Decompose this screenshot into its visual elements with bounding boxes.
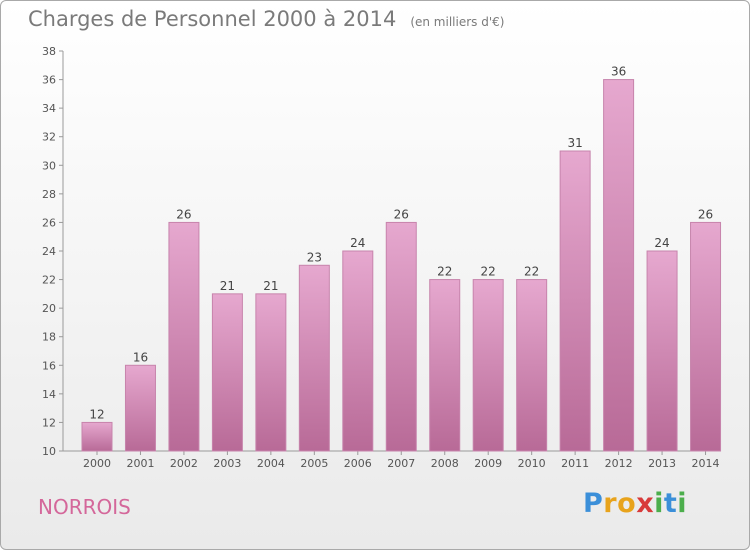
x-tick-label: 2004 [257,457,285,470]
logo-letter: t [663,488,678,519]
data-label: 31 [567,136,582,150]
data-label: 26 [394,207,409,221]
commune-name: NORROIS [38,495,131,519]
logo-letter: x [636,488,655,519]
y-tick-label: 20 [42,302,56,315]
y-tick-label: 34 [42,102,56,115]
data-label: 24 [654,236,669,250]
bar-2013 [646,250,678,452]
data-label: 22 [481,265,496,279]
x-tick-label: 2003 [213,457,241,470]
y-tick-label: 14 [42,388,56,401]
bar-2010 [516,279,548,452]
x-tick-label: 2001 [126,457,154,470]
y-tick-label: 28 [42,188,56,201]
bar-2001 [124,364,156,452]
chart-title: Charges de Personnel 2000 à 2014 (en mill… [28,7,504,31]
bar-2005 [298,264,330,452]
x-tick-label: 2000 [83,457,111,470]
x-tick-label: 2006 [344,457,372,470]
x-tick-label: 2014 [692,457,720,470]
proxiti-logo: Proxiti [583,488,687,519]
data-label: 23 [307,250,322,264]
data-label: 12 [89,407,104,421]
bar-2002 [168,221,200,452]
bar-2007 [385,221,417,452]
data-label: 36 [611,65,626,79]
logo-letter: P [583,488,604,519]
bar-2014 [690,221,722,452]
x-tick-label: 2012 [605,457,633,470]
y-tick-label: 22 [42,274,56,287]
y-tick-label: 10 [42,445,56,458]
bar-2004 [255,293,287,452]
bar-chart: 10 12 14 16 18 20 22 24 26 28 30 32 34 36 38 2000 2001 20… [42,45,722,470]
data-label: 21 [263,279,278,293]
data-label: 16 [133,350,148,364]
bar-2003 [211,293,243,452]
logo-letter: i [654,488,664,519]
bar-2012 [603,79,635,452]
x-tick-label: 2002 [170,457,198,470]
bar-2000 [81,421,113,452]
title-text: Charges de Personnel 2000 à 2014 [28,7,397,31]
y-tick-label: 36 [42,74,56,87]
bar-2006 [342,250,374,452]
logo-letter: r [603,488,618,519]
y-tick-label: 26 [42,216,56,229]
x-tick-label: 2013 [648,457,676,470]
logo-letter: i [677,488,688,519]
data-label: 26 [698,207,713,221]
data-label: 22 [437,265,452,279]
x-tick-label: 2005 [300,457,328,470]
bar-2009 [472,279,504,452]
chart-subtitle: (en milliers d'€) [410,15,505,29]
x-tick-label: 2009 [474,457,502,470]
bar-2011 [559,150,591,452]
logo-letter: o [617,488,637,519]
data-label: 22 [524,265,539,279]
data-label: 24 [350,236,365,250]
bar-2008 [429,279,461,452]
y-tick-label: 12 [42,416,56,429]
y-tick-label: 16 [42,359,56,372]
y-tick-label: 24 [42,245,56,258]
data-label: 21 [220,279,235,293]
data-label: 26 [176,207,191,221]
y-tick-label: 30 [42,159,56,172]
x-tick-label: 2010 [518,457,546,470]
y-tick-label: 18 [42,331,56,344]
y-tick-label: 32 [42,131,56,144]
x-tick-label: 2008 [431,457,459,470]
y-tick-label: 38 [42,45,56,58]
x-tick-label: 2011 [561,457,589,470]
x-tick-label: 2007 [387,457,415,470]
